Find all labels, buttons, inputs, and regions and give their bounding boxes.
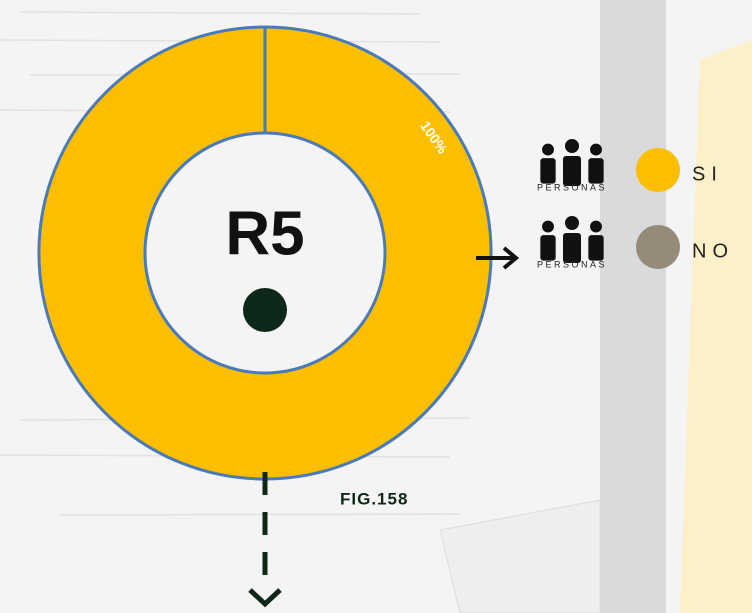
legend-label: SI: [692, 163, 723, 185]
legend-swatch: [636, 225, 680, 269]
down-arrow: [248, 472, 282, 608]
person-head: [590, 220, 602, 233]
legend: PERSONAS SI PERSONAS NO: [537, 139, 734, 269]
people-icon: [540, 139, 604, 186]
donut: [37, 25, 493, 481]
person-head: [542, 220, 554, 233]
legend-note: PERSONAS: [537, 182, 607, 192]
person-head: [565, 216, 579, 230]
person-body: [563, 233, 581, 263]
right-arrow: [476, 246, 520, 270]
person-body: [588, 235, 604, 261]
center-dot: [243, 288, 287, 332]
person-head: [542, 143, 554, 156]
person-body: [540, 235, 556, 261]
person-body: [540, 158, 556, 184]
center-label: R5: [225, 199, 304, 268]
decor-shape: [439, 499, 601, 613]
divider-bar: [600, 0, 666, 613]
figure-label: FIG.158: [340, 489, 408, 508]
person-body: [563, 156, 581, 186]
decor-shape: [680, 40, 752, 613]
legend-note: PERSONAS: [537, 259, 607, 269]
legend-swatch: [636, 148, 680, 192]
person-head: [590, 143, 602, 156]
legend-label: NO: [692, 240, 734, 262]
person-head: [565, 139, 579, 153]
people-icon: [540, 216, 604, 263]
person-body: [588, 158, 604, 184]
